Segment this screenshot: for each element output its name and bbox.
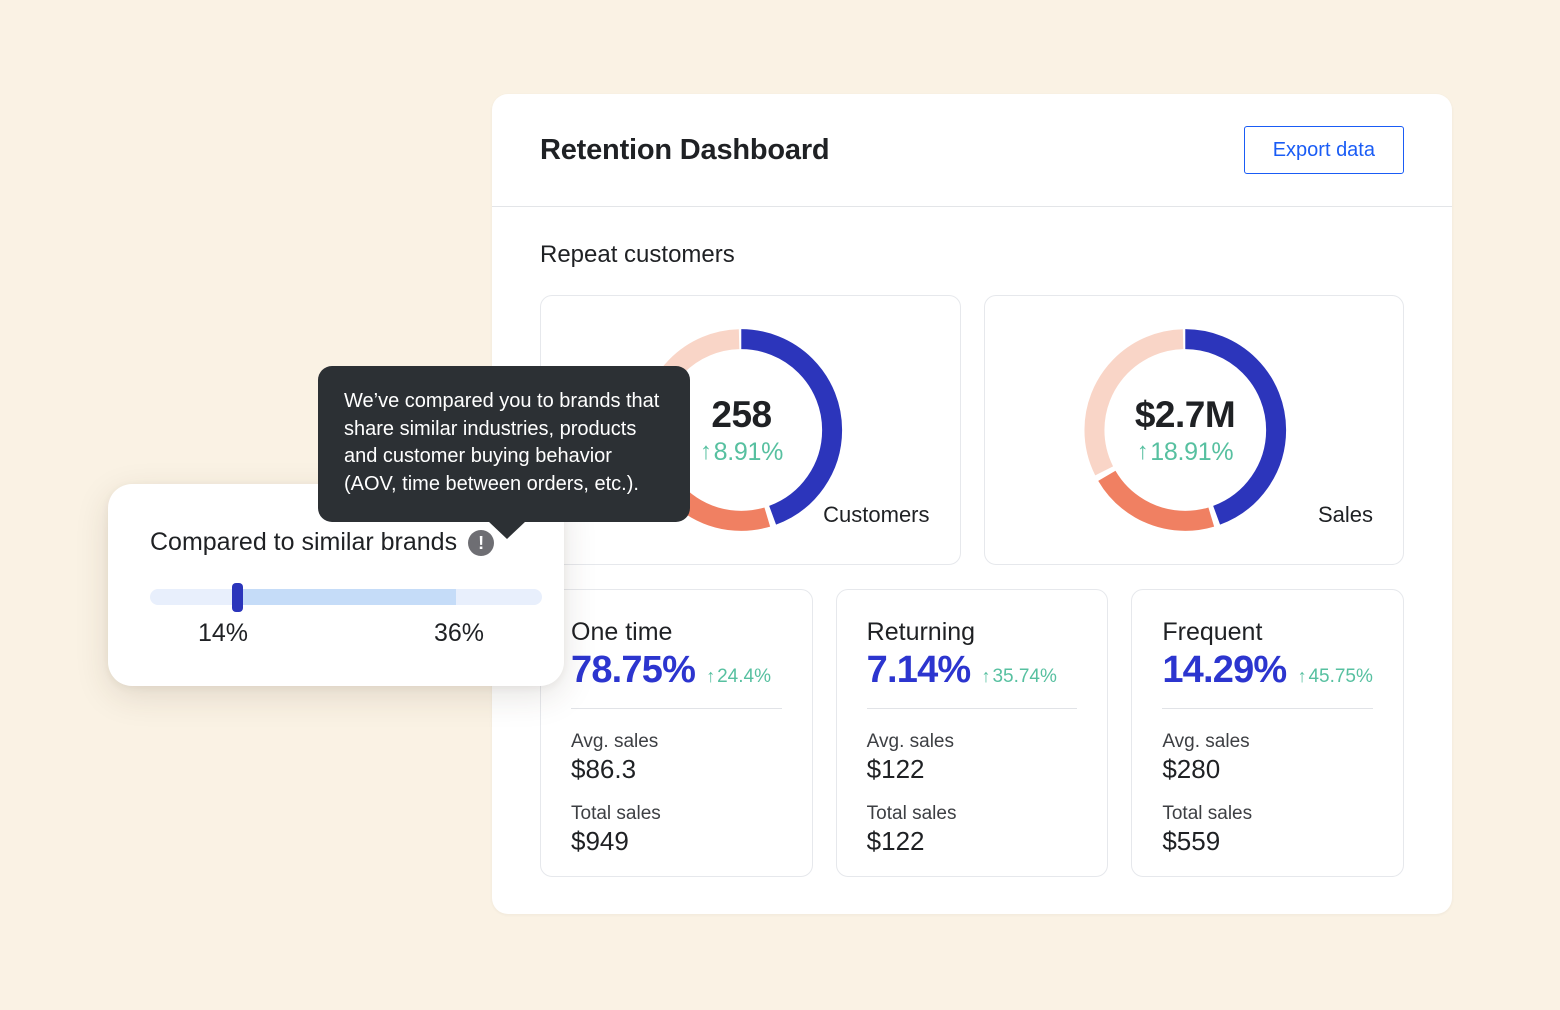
avg-sales-label: Avg. sales — [571, 731, 659, 752]
slider-low-value: 14% — [198, 619, 249, 647]
dashboard-body: Repeat customers 258 ↑ — [492, 207, 1452, 877]
metric-percent: 14.29% — [1162, 649, 1287, 691]
donut-delta-value: 8.91% — [713, 437, 784, 466]
benchmark-range-slider[interactable] — [150, 583, 542, 612]
slider-high-value: 36% — [434, 619, 485, 647]
metric-card-returning: Returning 7.14% ↑ 35.74% Avg. sales $122… — [835, 589, 1109, 877]
avg-sales-value: $280 — [1162, 754, 1221, 784]
donut-delta: ↑ 18.91% — [1137, 438, 1234, 467]
avg-sales-label: Avg. sales — [866, 731, 954, 752]
metric-trend: ↑ 35.74% — [981, 666, 1056, 688]
arrow-up-icon: ↑ — [706, 666, 716, 686]
metric-card-frequent: Frequent 14.29% ↑ 45.75% Avg. sales $280… — [1131, 589, 1405, 877]
donut-legend-customers: Customers — [823, 502, 930, 527]
metric-main-row: 78.75% ↑ 24.4% — [571, 649, 782, 692]
donut-value: 258 — [711, 393, 772, 435]
dashboard-header: Retention Dashboard Export data — [492, 94, 1452, 207]
tooltip-tail — [488, 521, 526, 540]
metric-card-one-time: One time 78.75% ↑ 24.4% Avg. sales $86.3… — [540, 589, 813, 877]
total-sales-value: $559 — [1162, 826, 1221, 856]
slider-thumb[interactable] — [232, 583, 244, 612]
metric-label: Returning — [866, 618, 976, 646]
slider-range-fill — [236, 589, 456, 605]
retention-dashboard-panel: Retention Dashboard Export data Repeat c… — [492, 94, 1452, 914]
divider — [866, 708, 1078, 709]
compare-title: Compared to similar brands — [150, 528, 458, 556]
metric-trend-value: 35.74% — [992, 665, 1057, 687]
metric-card-row: One time 78.75% ↑ 24.4% Avg. sales $86.3… — [540, 589, 1405, 877]
info-tooltip: We’ve compared you to brands that share … — [318, 366, 690, 540]
total-sales-label: Total sales — [571, 803, 661, 824]
metric-trend-value: 45.75% — [1308, 665, 1373, 687]
donut-chart-row: 258 ↑ 8.91% Customers — [540, 295, 1404, 565]
total-sales-label: Total sales — [1162, 803, 1253, 824]
donut-delta: ↑ 8.91% — [700, 438, 783, 467]
avg-sales-label: Avg. sales — [1162, 731, 1250, 752]
metric-label: One time — [571, 618, 673, 646]
metric-label: Frequent — [1162, 618, 1263, 646]
metric-trend: ↑ 24.4% — [706, 666, 771, 688]
section-heading-repeat-customers: Repeat customers — [540, 241, 735, 268]
arrow-up-icon: ↑ — [1136, 438, 1149, 465]
total-sales-label: Total sales — [866, 803, 957, 824]
page-title: Retention Dashboard — [540, 133, 830, 166]
metric-trend: ↑ 45.75% — [1297, 666, 1372, 688]
metric-trend-value: 24.4% — [717, 665, 771, 687]
arrow-up-icon: ↑ — [981, 666, 991, 686]
donut-svg-sales — [1084, 329, 1286, 531]
metric-percent: 7.14% — [866, 649, 972, 691]
export-data-button[interactable]: Export data — [1243, 126, 1404, 174]
total-sales-value: $122 — [866, 826, 925, 856]
metric-percent: 78.75% — [571, 649, 696, 691]
donut-legend-sales: Sales — [1317, 502, 1373, 527]
avg-sales-value: $122 — [866, 754, 925, 784]
donut-card-sales: $2.7M ↑ 18.91% Sales — [983, 295, 1404, 565]
metric-main-row: 7.14% ↑ 35.74% — [867, 649, 1078, 692]
avg-sales-value: $86.3 — [571, 754, 637, 784]
arrow-up-icon: ↑ — [700, 438, 712, 465]
arrow-up-icon: ↑ — [1297, 666, 1307, 686]
donut-center-customers: 258 ↑ 8.91% — [633, 321, 851, 539]
donut-chart-sales: $2.7M ↑ 18.91% — [1076, 321, 1294, 539]
donut-center-sales: $2.7M ↑ 18.91% — [1076, 321, 1294, 539]
tooltip-text: We’ve compared you to brands that share … — [344, 390, 660, 495]
divider — [1162, 708, 1374, 709]
compare-title-row: Compared to similar brands ! — [150, 528, 524, 557]
total-sales-value: $949 — [571, 826, 629, 856]
donut-delta-value: 18.91% — [1150, 437, 1234, 466]
donut-value: $2.7M — [1134, 393, 1236, 435]
metric-main-row: 14.29% ↑ 45.75% — [1162, 649, 1373, 692]
divider — [571, 708, 782, 709]
